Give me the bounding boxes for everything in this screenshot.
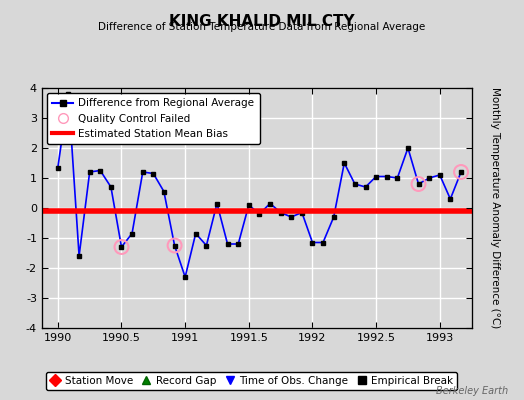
Point (414, 181, 423, 187)
Legend: Difference from Regional Average, Quality Control Failed, Estimated Station Mean: Difference from Regional Average, Qualit… (47, 93, 259, 144)
Text: Difference of Station Temperature Data from Regional Average: Difference of Station Temperature Data f… (99, 22, 425, 32)
Y-axis label: Monthly Temperature Anomaly Difference (°C): Monthly Temperature Anomaly Difference (… (490, 87, 500, 329)
Point (170, 242, 179, 249)
Point (117, 244, 126, 250)
Text: KING KHALID MIL CTY: KING KHALID MIL CTY (169, 14, 355, 29)
Legend: Station Move, Record Gap, Time of Obs. Change, Empirical Break: Station Move, Record Gap, Time of Obs. C… (46, 372, 457, 390)
Point (457, 169, 465, 175)
Text: Berkeley Earth: Berkeley Earth (436, 386, 508, 396)
